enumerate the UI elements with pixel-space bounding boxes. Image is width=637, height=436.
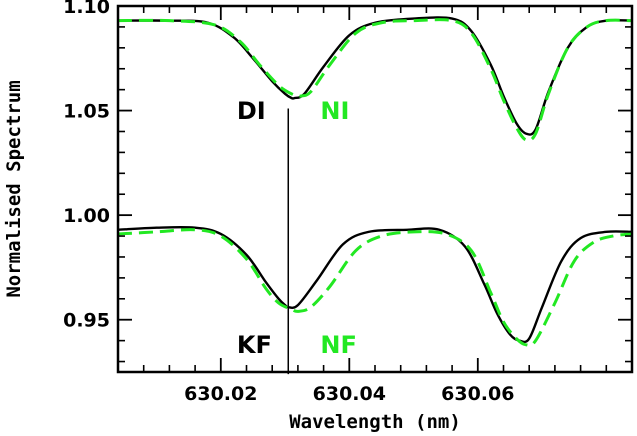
annotation-nf: NF (320, 331, 356, 359)
annotation-kf: KF (237, 331, 272, 359)
x-tick-label: 630.02 (184, 383, 257, 405)
annotation-ni: NI (320, 97, 349, 125)
x-tick-label: 630.06 (441, 383, 514, 405)
annotation-layer: DI NI KF NF (237, 97, 357, 359)
x-tick-label: 630.04 (313, 383, 386, 405)
x-axis-label: Wavelength (nm) (289, 411, 461, 433)
y-tick-label: 1.10 (63, 0, 110, 18)
y-tick-label: 1.00 (63, 205, 110, 227)
y-tick-label: 0.95 (63, 310, 110, 332)
y-tick-label: 1.05 (63, 101, 110, 123)
series-line-3-solid (117, 225, 633, 344)
series-line-4-dashed (117, 228, 633, 347)
series-line-2-dashed (117, 18, 633, 142)
annotation-di: DI (237, 97, 266, 125)
y-axis-label: Normalised Spectrum (3, 80, 25, 297)
plot-frame (116, 4, 634, 374)
tick-layer: 630.02 630.04 630.06 0.95 1.00 1.05 1.10 (63, 0, 633, 405)
series-layer (117, 16, 633, 347)
